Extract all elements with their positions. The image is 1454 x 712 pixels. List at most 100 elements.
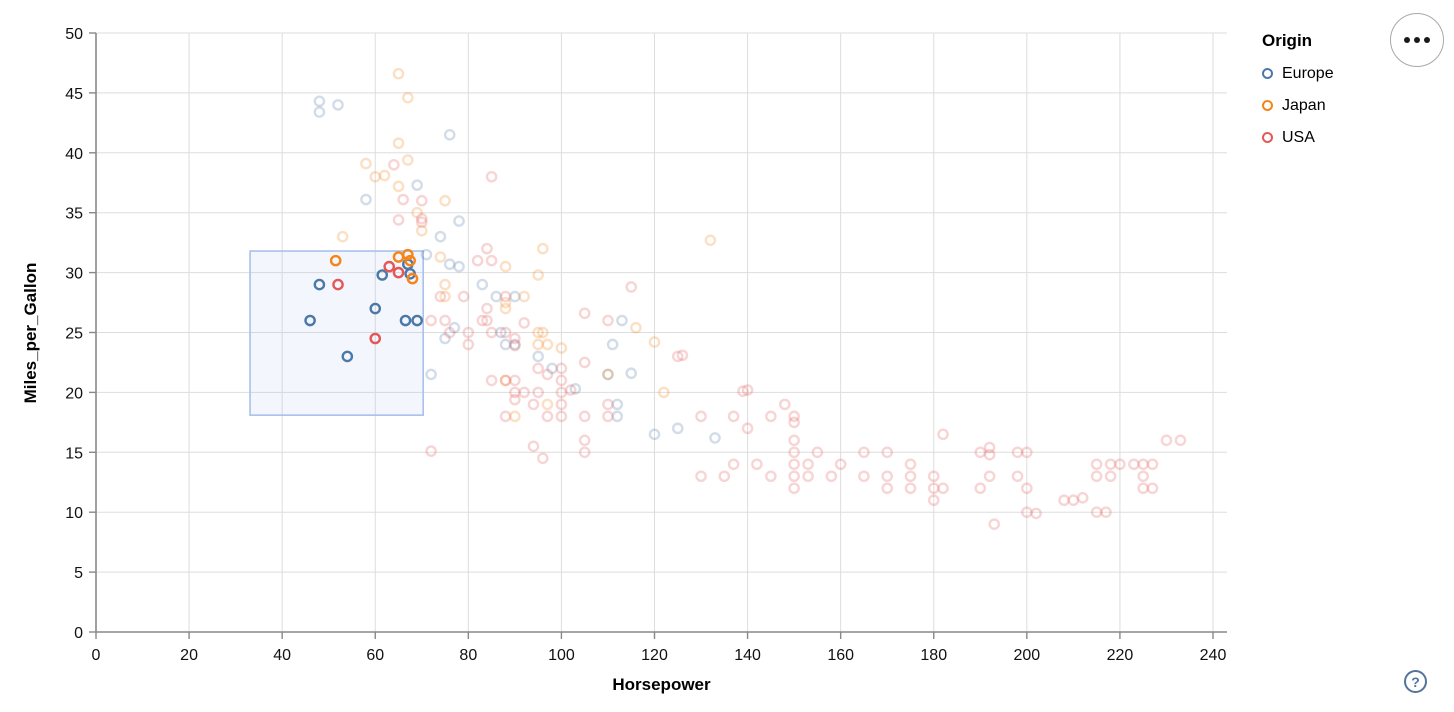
data-point-japan[interactable] [402, 248, 414, 261]
data-point-europe[interactable] [313, 106, 326, 118]
data-point-japan[interactable] [404, 254, 416, 267]
data-point-usa[interactable] [1137, 470, 1149, 483]
data-point-usa[interactable] [788, 470, 800, 483]
brush-selection[interactable] [249, 250, 424, 416]
data-point-japan[interactable] [439, 194, 451, 207]
data-point-usa[interactable] [1011, 470, 1024, 483]
data-point-usa[interactable] [765, 410, 777, 423]
data-point-usa[interactable] [541, 410, 554, 423]
data-point-europe[interactable] [399, 314, 412, 327]
data-point-japan[interactable] [336, 230, 349, 243]
data-point-usa[interactable] [425, 445, 437, 457]
data-point-japan[interactable] [499, 374, 512, 387]
data-point-usa[interactable] [1128, 458, 1140, 471]
data-point-usa[interactable] [1058, 494, 1070, 507]
data-point-usa[interactable] [1021, 506, 1033, 519]
data-point-usa[interactable] [537, 452, 549, 465]
data-point-usa[interactable] [602, 314, 614, 327]
data-point-europe[interactable] [606, 338, 619, 351]
data-point-europe[interactable] [439, 332, 451, 345]
data-point-usa[interactable] [397, 193, 409, 206]
data-point-usa[interactable] [415, 194, 428, 207]
data-point-usa[interactable] [425, 314, 437, 327]
data-point-usa[interactable] [904, 470, 917, 483]
data-point-usa[interactable] [369, 332, 382, 345]
data-point-japan[interactable] [704, 234, 717, 247]
data-point-usa[interactable] [937, 482, 949, 495]
data-point-usa[interactable] [471, 254, 484, 267]
data-point-usa[interactable] [383, 260, 396, 273]
data-point-usa[interactable] [881, 446, 894, 459]
data-point-europe[interactable] [376, 269, 389, 281]
data-point-japan[interactable] [329, 254, 342, 267]
data-point-usa[interactable] [751, 458, 763, 471]
data-point-usa[interactable] [1146, 482, 1159, 495]
data-point-usa[interactable] [555, 362, 568, 375]
data-point-usa[interactable] [555, 374, 568, 387]
data-point-usa[interactable] [499, 374, 512, 387]
data-point-usa[interactable] [834, 458, 847, 471]
data-point-usa[interactable] [392, 266, 405, 279]
data-point-usa[interactable] [695, 470, 707, 483]
data-point-usa[interactable] [1011, 446, 1024, 459]
data-point-usa[interactable] [788, 458, 800, 471]
data-point-usa[interactable] [1137, 458, 1149, 471]
data-point-europe[interactable] [495, 326, 507, 339]
data-point-usa[interactable] [927, 482, 940, 495]
data-point-europe[interactable] [546, 362, 558, 375]
data-point-usa[interactable] [788, 446, 800, 459]
data-point-europe[interactable] [453, 215, 465, 227]
data-point-usa[interactable] [481, 302, 493, 315]
data-point-usa[interactable] [443, 326, 456, 339]
data-point-usa[interactable] [518, 386, 530, 399]
data-point-europe[interactable] [476, 278, 489, 291]
data-point-europe[interactable] [304, 314, 316, 327]
data-point-usa[interactable] [481, 314, 493, 327]
data-point-usa[interactable] [765, 470, 777, 483]
data-point-japan[interactable] [415, 224, 428, 237]
data-point-usa[interactable] [927, 470, 940, 483]
data-point-usa[interactable] [332, 278, 344, 291]
data-point-europe[interactable] [360, 193, 372, 206]
data-point-japan[interactable] [411, 206, 423, 219]
data-point-usa[interactable] [1090, 506, 1103, 519]
data-point-usa[interactable] [415, 212, 428, 225]
data-point-usa[interactable] [555, 398, 568, 411]
help-button[interactable]: ? [1404, 670, 1427, 693]
data-point-europe[interactable] [671, 422, 684, 435]
data-point-usa[interactable] [1076, 492, 1089, 504]
data-point-japan[interactable] [499, 260, 512, 273]
data-point-usa[interactable] [578, 446, 591, 459]
data-point-europe[interactable] [499, 338, 512, 351]
data-point-usa[interactable] [811, 446, 824, 459]
data-point-usa[interactable] [462, 338, 475, 351]
data-point-usa[interactable] [564, 384, 577, 396]
data-point-usa[interactable] [541, 368, 554, 381]
data-point-usa[interactable] [578, 434, 591, 447]
data-point-usa[interactable] [727, 410, 740, 423]
data-point-usa[interactable] [476, 314, 489, 327]
data-point-usa[interactable] [532, 386, 544, 399]
data-point-usa[interactable] [555, 386, 568, 399]
data-point-usa[interactable] [509, 332, 521, 345]
data-point-usa[interactable] [485, 254, 498, 267]
data-point-europe[interactable] [313, 278, 326, 291]
data-point-europe[interactable] [569, 383, 582, 395]
data-point-usa[interactable] [983, 441, 996, 454]
data-point-usa[interactable] [727, 458, 740, 471]
data-point-usa[interactable] [485, 374, 498, 387]
data-point-usa[interactable] [1104, 470, 1117, 483]
data-point-usa[interactable] [625, 281, 638, 293]
data-point-japan[interactable] [537, 242, 549, 255]
data-point-europe[interactable] [411, 179, 423, 191]
data-point-japan[interactable] [392, 67, 405, 80]
data-point-usa[interactable] [1021, 446, 1033, 459]
data-point-usa[interactable] [983, 470, 996, 483]
data-point-europe[interactable] [332, 99, 344, 111]
data-point-japan[interactable] [392, 180, 405, 193]
data-point-japan[interactable] [392, 137, 405, 150]
data-point-japan[interactable] [499, 296, 512, 309]
data-point-japan[interactable] [439, 278, 451, 291]
data-point-usa[interactable] [555, 410, 568, 423]
